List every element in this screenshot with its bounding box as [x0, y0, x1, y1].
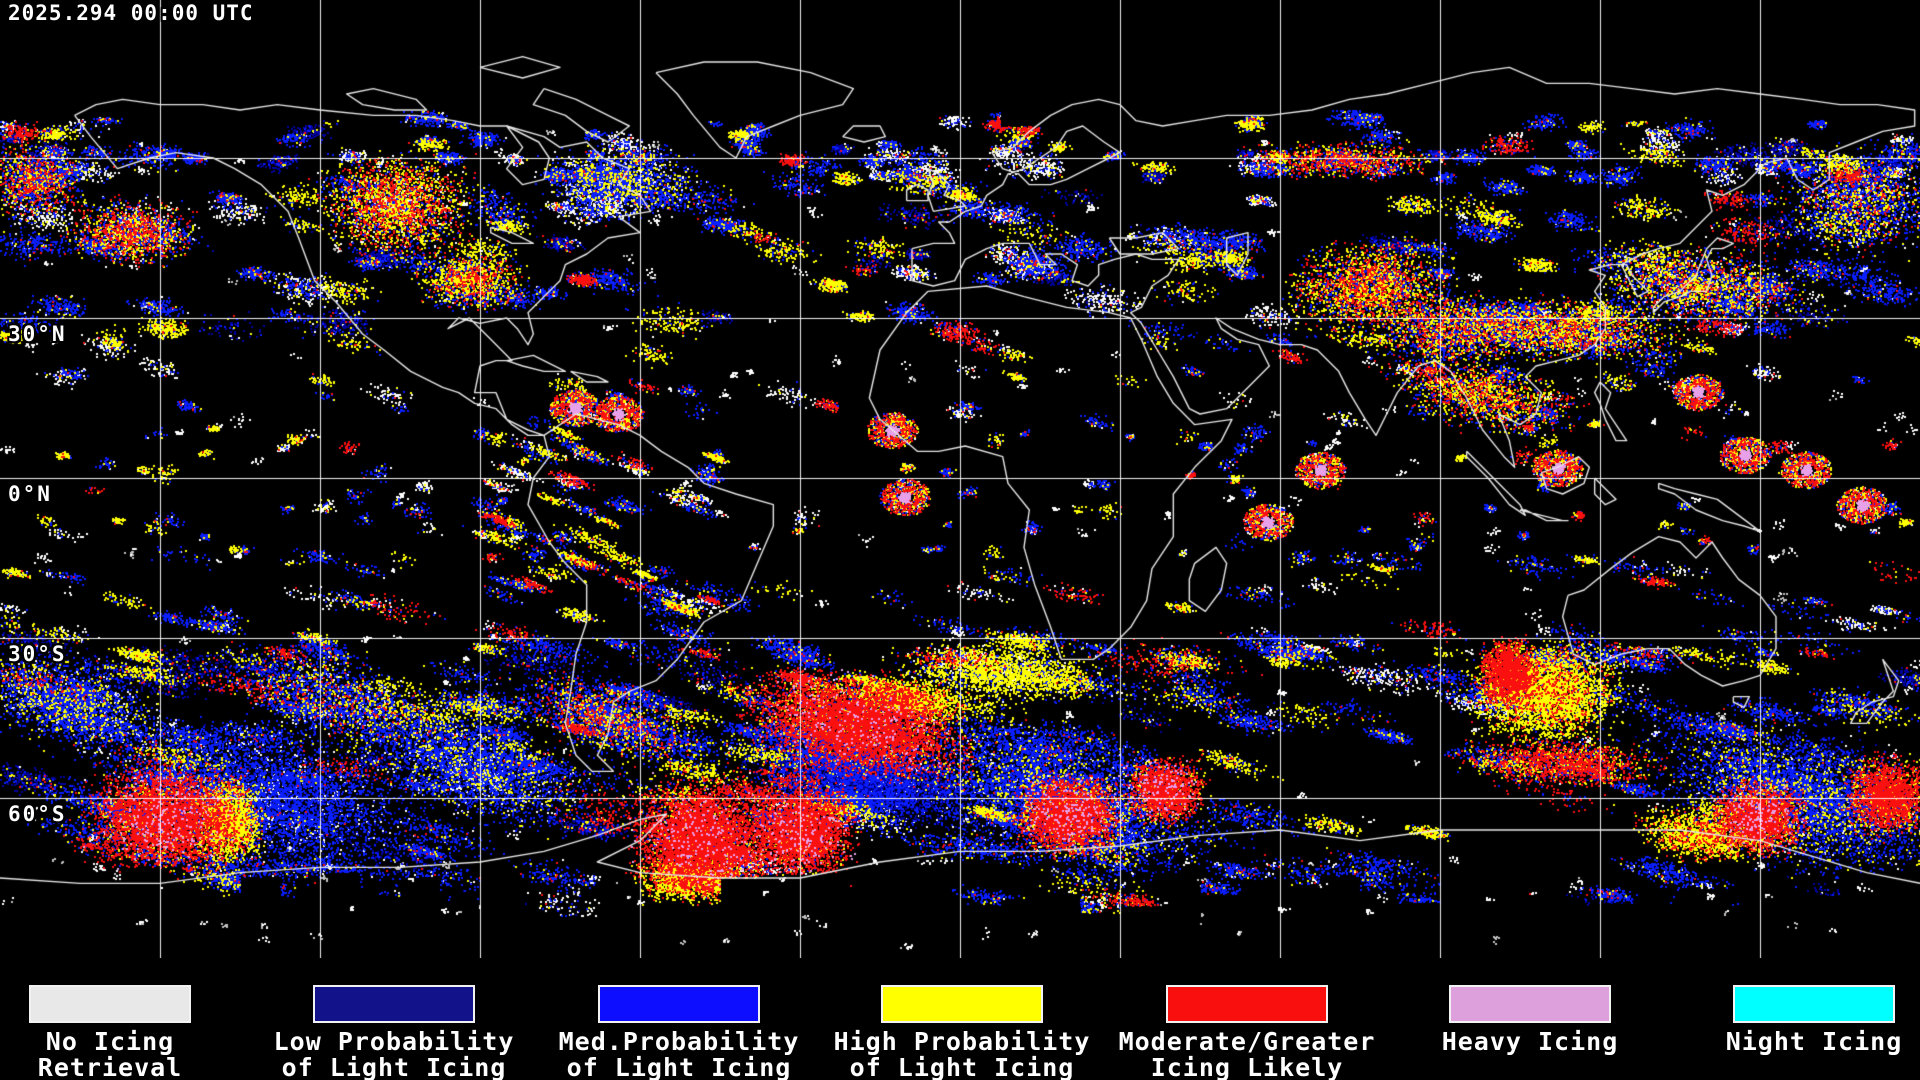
legend-item-low-prob: Low Probability of Light Icing: [244, 985, 544, 1080]
legend-label: Night Icing: [1725, 1027, 1903, 1056]
lat-label-0n: 0°N: [8, 482, 52, 506]
legend-label: High Probability: [833, 1027, 1091, 1056]
legend-label: of Light Icing: [566, 1053, 792, 1080]
legend-item-med-prob: Med.Probability of Light Icing: [529, 985, 829, 1080]
legend-label: Low Probability: [273, 1027, 515, 1056]
legend-label: Retrieval: [37, 1053, 183, 1080]
legend-swatch-high-prob: [881, 985, 1043, 1023]
legend-label: Heavy Icing: [1441, 1027, 1619, 1056]
legend-label: of Light Icing: [281, 1053, 507, 1080]
timestamp-label: 2025.294 00:00 UTC: [8, 1, 254, 25]
legend-swatch-low-prob: [313, 985, 475, 1023]
lat-label-30n: 30°N: [8, 322, 67, 346]
legend-swatch-med-prob: [598, 985, 760, 1023]
global-icing-map-canvas: [0, 0, 1920, 958]
legend-label: Icing Likely: [1150, 1053, 1344, 1080]
legend-item-moderate: Moderate/Greater Icing Likely: [1097, 985, 1397, 1080]
legend-label: Moderate/Greater: [1118, 1027, 1376, 1056]
legend-item-night: Night Icing: [1664, 985, 1920, 1055]
legend-label: of Light Icing: [849, 1053, 1075, 1080]
legend-item-heavy: Heavy Icing: [1380, 985, 1680, 1055]
legend-swatch-moderate: [1166, 985, 1328, 1023]
legend-label: Med.Probability: [558, 1027, 800, 1056]
legend-swatch-no-icing: [29, 985, 191, 1023]
legend-label: No Icing: [45, 1027, 175, 1056]
lat-label-60s: 60°S: [8, 802, 67, 826]
legend-item-no-icing: No Icing Retrieval: [0, 985, 260, 1080]
legend-swatch-night: [1733, 985, 1895, 1023]
lat-label-30s: 30°S: [8, 642, 67, 666]
legend-item-high-prob: High Probability of Light Icing: [812, 985, 1112, 1080]
legend-swatch-heavy: [1449, 985, 1611, 1023]
